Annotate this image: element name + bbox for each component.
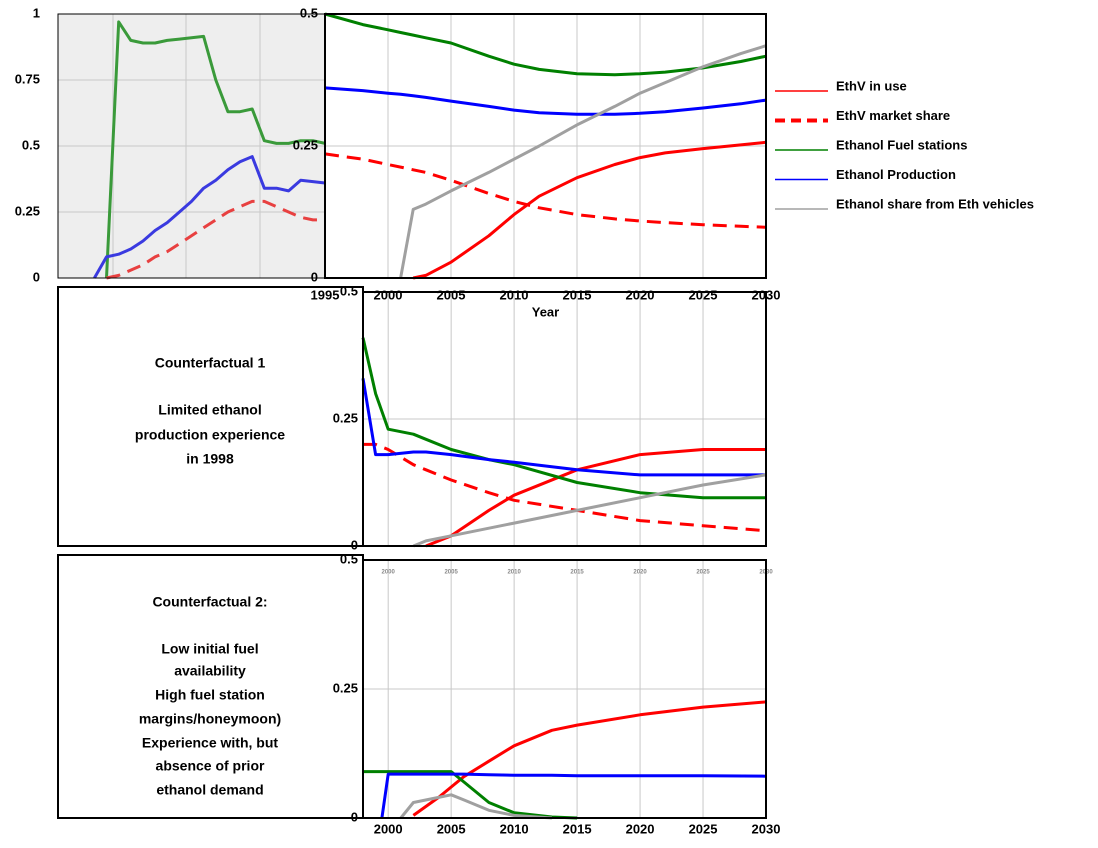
series-line (425, 448, 766, 548)
y-tick-label: 0 (351, 537, 358, 552)
legend-label: Ethanol Production (836, 167, 956, 182)
x-tick-label: 2005 (437, 821, 466, 836)
x-tick-label: 2025 (689, 821, 718, 836)
legend: EthV in use EthV market share Ethanol Fuel… (775, 78, 1034, 211)
x-tick-label: 2020 (626, 821, 655, 836)
series-line (399, 793, 553, 820)
series-line (412, 140, 767, 280)
series-line (324, 12, 767, 77)
panel-text: production experience (135, 427, 285, 443)
y-tick-label: 0.25 (333, 680, 358, 695)
series-line (361, 337, 766, 500)
y-tick-label: 0.25 (15, 203, 40, 218)
y-tick-label: 0.5 (340, 283, 358, 298)
y-tick-label: 0 (351, 809, 358, 824)
panel-box (57, 286, 364, 547)
panel-text: Counterfactual 2: (152, 594, 267, 610)
series-line (399, 44, 767, 279)
legend-label: Ethanol share from Eth vehicles (836, 196, 1034, 211)
y-tick-label: 0 (311, 269, 318, 284)
x-tick-label: 1995 (311, 287, 340, 302)
series-line (412, 700, 767, 817)
y-tick-label: 0.5 (300, 5, 318, 20)
y-tick-label: 0.5 (340, 551, 358, 566)
series-line (380, 772, 767, 819)
panel-text: in 1998 (186, 451, 234, 467)
y-tick-label: 0.75 (15, 71, 40, 86)
series-line (324, 152, 767, 229)
panel-text: margins/honeymoon) (139, 711, 281, 727)
series-line (363, 442, 767, 533)
y-tick-label: 0 (33, 269, 40, 284)
series-line (412, 473, 767, 548)
panel-text: Limited ethanol (158, 402, 261, 418)
y-tick-label: 0.5 (22, 137, 40, 152)
series-line (361, 378, 766, 477)
series-line (105, 20, 326, 279)
legend-label: EthV market share (836, 108, 950, 123)
panel-text: absence of prior (156, 758, 265, 774)
x-tick-label: 2000 (374, 821, 403, 836)
series-line (363, 770, 578, 820)
panel-text: Low initial fuel (161, 641, 258, 657)
legend-label: EthV in use (836, 78, 907, 93)
panel-text: availability (174, 663, 246, 679)
panel-text: Counterfactual 1 (155, 355, 266, 371)
y-tick-label: 1 (33, 5, 40, 20)
x-axis-label: Year (532, 304, 559, 319)
panel-box (57, 554, 364, 819)
panel-text: ethanol demand (156, 782, 263, 798)
series-line (93, 155, 326, 279)
plot-frame (324, 13, 767, 279)
series-line (106, 199, 325, 280)
x-tick-label: 2015 (563, 821, 592, 836)
panel-text: High fuel station (155, 687, 265, 703)
x-tick-label: 2010 (500, 821, 529, 836)
x-tick-label: 2030 (752, 821, 781, 836)
y-tick-label: 0.25 (333, 410, 358, 425)
series-line (324, 86, 767, 116)
legend-label: Ethanol Fuel stations (836, 137, 967, 152)
panel-text: Experience with, but (142, 735, 278, 751)
y-tick-label: 0.25 (293, 137, 318, 152)
